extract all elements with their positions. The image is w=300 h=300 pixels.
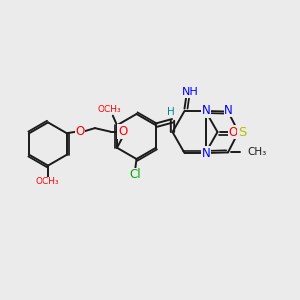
Text: OCH₃: OCH₃: [97, 104, 121, 113]
Text: N: N: [202, 147, 211, 160]
Text: N: N: [224, 103, 233, 117]
Text: S: S: [238, 125, 246, 139]
Text: OCH₃: OCH₃: [35, 177, 59, 186]
Text: O: O: [229, 125, 238, 139]
Text: O: O: [75, 125, 85, 138]
Text: CH₃: CH₃: [247, 147, 266, 158]
Text: H: H: [167, 107, 175, 117]
Text: N: N: [202, 104, 211, 117]
Text: O: O: [118, 125, 127, 138]
Text: NH: NH: [182, 87, 199, 98]
Text: Cl: Cl: [129, 168, 141, 182]
